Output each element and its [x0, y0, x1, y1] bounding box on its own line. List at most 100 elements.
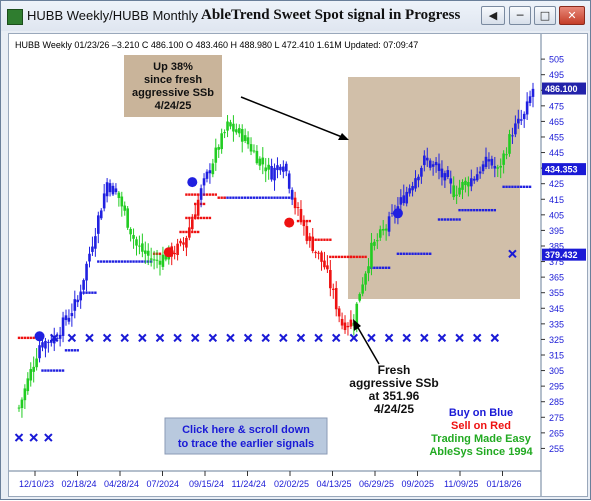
signal-cross-marker [50, 333, 59, 343]
price-bar [402, 184, 406, 206]
price-bar-body [99, 210, 103, 219]
symbol-tab[interactable]: HUBB Weekly/HUBB Monthly [27, 8, 198, 23]
price-bar-body [431, 164, 435, 167]
price-bar-body [514, 123, 517, 135]
price-bar-body [490, 158, 494, 166]
stop-dot [158, 252, 162, 255]
stop-dot [329, 255, 332, 259]
minimize-button[interactable]: ─ [509, 6, 531, 25]
price-bar-body [455, 194, 458, 196]
stop-dot [452, 218, 455, 221]
stop-dot [528, 185, 532, 189]
price-bar [152, 250, 156, 270]
price-bar-body [452, 185, 455, 198]
price-bar-body [237, 128, 241, 134]
stop-dot [405, 252, 408, 255]
x-tick-label: 01/18/26 [487, 479, 522, 489]
price-bar-body [261, 157, 265, 165]
price-bar [472, 176, 476, 184]
price-bar [387, 211, 391, 237]
stop-dot [120, 260, 123, 263]
signal-cross-marker [173, 333, 182, 343]
cross-stroke [50, 333, 59, 343]
price-bar-body [229, 122, 232, 127]
price-bar-body [493, 166, 497, 169]
back-button[interactable]: ◀ [481, 6, 505, 25]
price-bar-body [505, 154, 508, 156]
price-bar-body [284, 163, 288, 172]
price-bar [94, 227, 97, 257]
stop-dot [217, 196, 220, 199]
cross-stroke [261, 333, 270, 343]
stop-dot [317, 238, 320, 241]
price-bar [384, 224, 388, 241]
maximize-button[interactable]: □ [534, 6, 556, 25]
stop-dot [102, 260, 106, 263]
callout-arrow-line [240, 96, 343, 138]
price-bar-body [152, 259, 156, 261]
price-tag-box [542, 82, 586, 95]
scroll-button-text: to trace the earlier signals [178, 438, 314, 450]
stop-dot [53, 369, 56, 372]
price-bar-body [329, 270, 332, 289]
price-bar [276, 157, 279, 179]
price-bar-body [458, 187, 461, 195]
stop-dot [267, 196, 270, 199]
price-bar [417, 174, 420, 188]
price-bar [61, 311, 65, 343]
price-bar-body [420, 167, 423, 177]
price-bar [29, 362, 33, 387]
price-bar [525, 92, 529, 120]
price-bar [326, 255, 329, 273]
close-button[interactable]: ✕ [559, 6, 585, 25]
price-bar-body [220, 133, 223, 150]
price-bar [67, 309, 71, 325]
legend-entry: Trading Made Easy [431, 433, 532, 445]
y-tick-label: 395 [549, 226, 564, 236]
price-bar-body [252, 150, 256, 152]
price-bar-body [470, 178, 473, 187]
price-bar [490, 155, 494, 169]
stop-dot [32, 336, 35, 340]
stop-dot [220, 196, 223, 199]
app-logo-icon [7, 9, 23, 25]
stop-dot [191, 230, 194, 234]
cross-stroke [243, 333, 253, 343]
price-bar-body [508, 134, 511, 154]
price-bar [117, 190, 121, 207]
price-bar-body [240, 129, 244, 142]
price-bar-body [349, 319, 353, 327]
stop-dot [379, 266, 382, 269]
stop-dot [243, 196, 247, 199]
price-bar [64, 309, 68, 326]
price-tag-box [542, 248, 586, 261]
cross-stroke [455, 333, 464, 343]
price-bar-body [70, 313, 74, 317]
cross-stroke [102, 333, 112, 343]
price-bar-body [58, 334, 62, 339]
signal-cross-marker [29, 433, 38, 442]
price-bar [343, 315, 347, 334]
price-bar [452, 176, 455, 200]
signal-cross-marker [261, 333, 270, 343]
stop-dot [490, 208, 494, 212]
stop-dot [288, 196, 291, 199]
price-bar-body [475, 174, 479, 181]
price-bar-body [320, 252, 323, 262]
price-bar [26, 372, 30, 395]
price-bar-body [370, 242, 373, 268]
signal-cross-marker [472, 333, 482, 343]
fresh-label-line: 4/24/25 [374, 402, 414, 416]
signal-cross-marker [420, 333, 429, 343]
stop-dot [238, 196, 241, 199]
price-bar-body [387, 216, 391, 232]
price-bar [425, 147, 429, 167]
scroll-down-button[interactable]: Click here & scroll down to trace the ear… [164, 417, 328, 455]
price-chart: 2552652752852953053153253353453553653753… [9, 34, 587, 496]
price-bar-body [425, 157, 429, 161]
minimize-icon: ─ [516, 9, 524, 22]
price-bar-body [323, 260, 326, 268]
cross-stroke [191, 333, 200, 343]
cross-stroke [138, 333, 147, 343]
price-bar [199, 184, 203, 208]
